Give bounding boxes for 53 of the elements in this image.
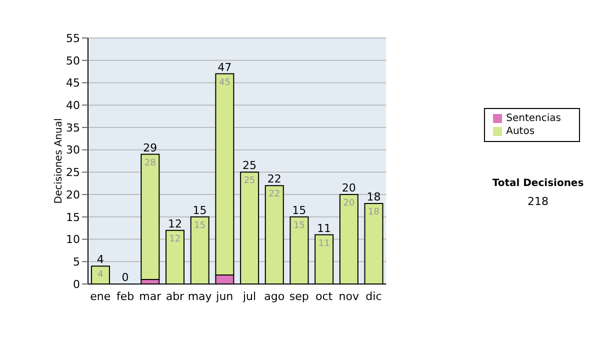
legend-label: Autos: [506, 126, 535, 137]
legend-label: Sentencias: [506, 113, 561, 124]
total-label: 18: [366, 190, 381, 204]
y-tick-label: 45: [66, 76, 80, 90]
y-tick-label: 30: [66, 144, 80, 157]
x-tick-label: nov: [338, 290, 360, 303]
text: 218: [526, 195, 550, 208]
y-tick-label: 5: [73, 256, 80, 269]
y-tick-label: 20: [66, 188, 80, 202]
data-label: 12: [169, 234, 181, 244]
data-label: 22: [268, 190, 280, 200]
x-tick-label: dic: [366, 290, 382, 303]
total-label: 11: [317, 222, 332, 235]
y-tick-label: 0: [73, 278, 80, 291]
total-label: 25: [242, 159, 256, 172]
data-label: 28: [144, 158, 156, 168]
x-tick-label: feb: [116, 290, 134, 303]
y-tick-label: 50: [66, 54, 80, 68]
y-tick-label: 35: [66, 121, 80, 134]
x-tick-label: jun: [215, 290, 234, 303]
y-tick-label: 25: [66, 166, 80, 180]
total-label: 20: [342, 182, 356, 195]
data-label: 20: [343, 198, 355, 209]
data-label: 11: [318, 238, 330, 249]
y-tick-label: 55: [66, 32, 80, 45]
x-tick-label: ene: [90, 290, 111, 303]
total-label: 47: [218, 60, 232, 74]
total-label: 4: [96, 253, 104, 266]
x-tick-label: may: [188, 290, 212, 303]
x-tick-label: mar: [139, 290, 162, 303]
y-axis-title: Decisiones Anual: [54, 118, 65, 204]
total-label: 12: [168, 217, 182, 230]
x-tick-label: abr: [166, 290, 185, 303]
data-label: 18: [368, 207, 380, 218]
data-label: 15: [194, 220, 206, 231]
total-label: 29: [143, 141, 158, 154]
total-label: 22: [267, 172, 282, 186]
total-label: 15: [292, 204, 306, 217]
data-label: 15: [294, 220, 305, 231]
text: Total Decisiones: [491, 178, 585, 189]
data-label: 4: [98, 270, 104, 280]
x-tick-label: sep: [289, 290, 309, 303]
y-tick-label: 15: [66, 210, 80, 224]
y-tick-label: 40: [66, 98, 80, 112]
total-label: 15: [192, 204, 207, 217]
x-tick-label: jul: [242, 290, 256, 303]
bar: [140, 154, 160, 280]
data-label: 45: [218, 78, 230, 88]
data-label: 25: [244, 176, 256, 186]
x-tick-label: oct: [315, 290, 334, 303]
y-tick-label: 10: [66, 233, 80, 246]
total-label: 0: [122, 271, 129, 284]
x-tick-label: ago: [264, 290, 285, 303]
